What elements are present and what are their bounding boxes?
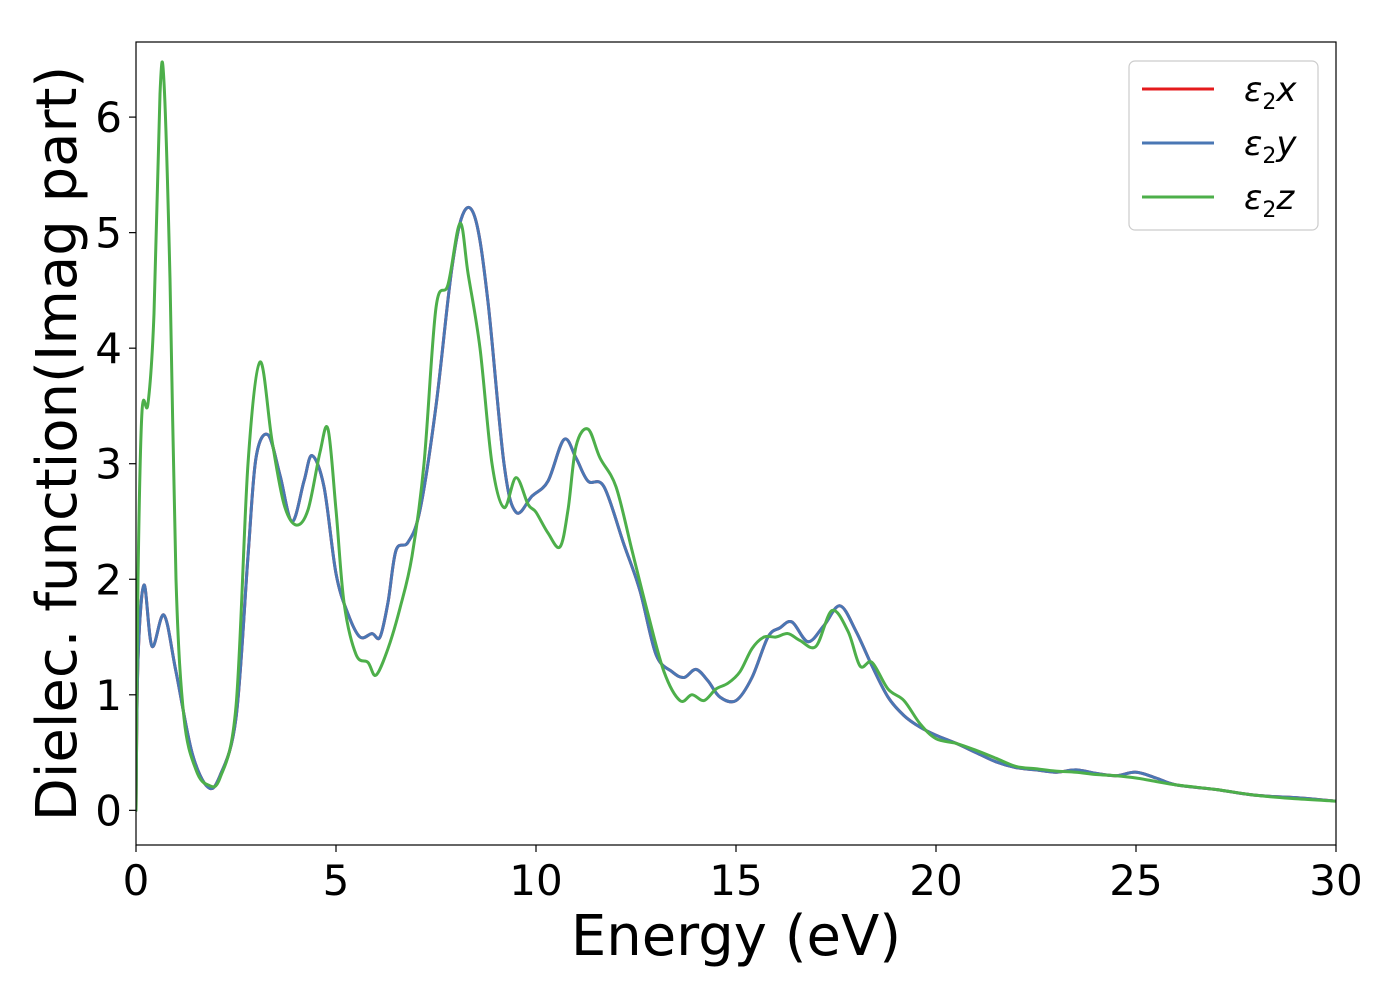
- series-line-x: [136, 205, 1336, 812]
- y-tick-label: 6: [95, 93, 122, 142]
- y-tick-label: 4: [95, 324, 122, 373]
- x-tick-label: 20: [909, 856, 962, 905]
- legend-label-x: ε2x: [1244, 70, 1297, 115]
- x-tick-label: 0: [123, 856, 150, 905]
- x-tick-label: 15: [709, 856, 762, 905]
- y-tick-label: 3: [95, 440, 122, 489]
- legend-label-z: ε2z: [1244, 178, 1295, 223]
- series-line-y: [136, 205, 1336, 812]
- y-tick-label: 1: [95, 671, 122, 720]
- x-tick-label: 5: [323, 856, 350, 905]
- x-tick-label: 30: [1309, 856, 1362, 905]
- x-axis-title: Energy (eV): [571, 904, 901, 969]
- x-tick-label: 10: [509, 856, 562, 905]
- y-tick-label: 2: [95, 555, 122, 604]
- axis-ticks: 0 5 10 15 20 25 30 0 1 2 3 4 5 6: [95, 93, 1362, 905]
- series-line-z: [136, 60, 1336, 812]
- y-axis-title: Dielec. function(Imag part): [25, 66, 90, 822]
- series-layer: [136, 60, 1336, 812]
- legend-box: [1128, 60, 1319, 231]
- legend: ε2x ε2y ε2z: [1128, 60, 1319, 231]
- legend-label-y: ε2y: [1244, 124, 1297, 169]
- y-tick-label: 5: [95, 209, 122, 258]
- y-tick-label: 0: [95, 786, 122, 835]
- x-tick-label: 25: [1109, 856, 1162, 905]
